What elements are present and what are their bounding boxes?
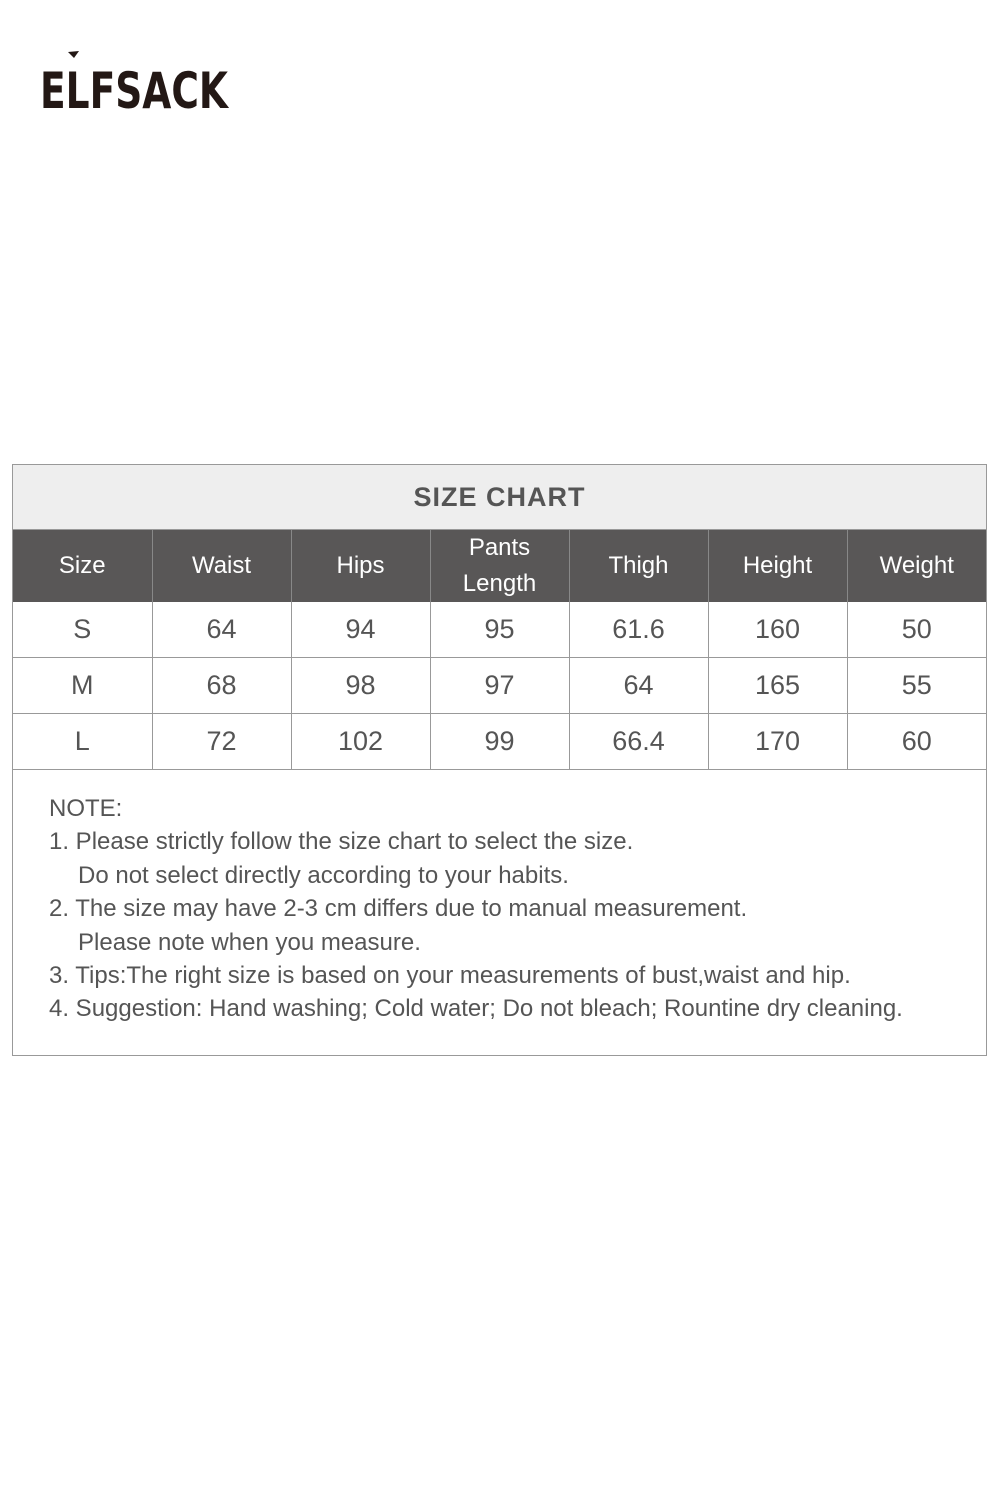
column-header: Size bbox=[13, 530, 153, 602]
table-cell: 98 bbox=[291, 657, 431, 714]
svg-text:ELFSACK: ELFSACK bbox=[40, 62, 230, 114]
table-cell: 160 bbox=[708, 602, 848, 658]
table-row: L 72 102 99 66.4 170 60 bbox=[13, 713, 986, 770]
table-row: M 68 98 97 64 165 55 bbox=[13, 657, 986, 714]
table-cell: 95 bbox=[430, 602, 570, 658]
note-line: 1. Please strictly follow the size chart… bbox=[49, 828, 634, 856]
note-line: Do not select directly according to your… bbox=[78, 861, 569, 889]
table-cell: 50 bbox=[847, 602, 986, 658]
table-cell: 99 bbox=[430, 713, 570, 770]
table-cell: 61.6 bbox=[569, 602, 709, 658]
table-cell: S bbox=[13, 602, 153, 658]
table-row: S 64 94 95 61.6 160 50 bbox=[13, 602, 986, 658]
notes: NOTE: 1. Please strictly follow the size… bbox=[13, 770, 986, 1026]
size-chart: SIZE CHART Size Waist Hips Pants Length Thig… bbox=[12, 464, 987, 1056]
table-cell: 55 bbox=[847, 657, 986, 714]
note-line: 3. Tips:The right size is based on your … bbox=[49, 962, 851, 990]
table-cell: 72 bbox=[152, 713, 292, 770]
table-cell: M bbox=[13, 657, 153, 714]
size-chart-title: SIZE CHART bbox=[13, 465, 986, 530]
table-cell: 68 bbox=[152, 657, 292, 714]
column-header: Height bbox=[708, 530, 848, 602]
table-cell: 64 bbox=[569, 657, 709, 714]
column-header: Waist bbox=[152, 530, 292, 602]
notes-heading: NOTE: bbox=[49, 795, 123, 822]
table-cell: L bbox=[13, 713, 153, 770]
column-header: Pants Length bbox=[430, 530, 570, 602]
table-cell: 97 bbox=[430, 657, 570, 714]
note-line: Please note when you measure. bbox=[78, 928, 421, 956]
table-cell: 94 bbox=[291, 602, 431, 658]
note-line: 4. Suggestion: Hand washing; Cold water;… bbox=[49, 995, 903, 1023]
column-header: Weight bbox=[847, 530, 986, 602]
table-cell: 170 bbox=[708, 713, 848, 770]
table-cell: 165 bbox=[708, 657, 848, 714]
elfsack-logo: ELFSACK bbox=[40, 51, 230, 114]
size-table: Size Waist Hips Pants Length Thigh Height Weig… bbox=[13, 530, 986, 770]
table-cell: 60 bbox=[847, 713, 986, 770]
column-header: Hips bbox=[291, 530, 431, 602]
table-header-row: Size Waist Hips Pants Length Thigh Height Weig… bbox=[13, 530, 986, 602]
table-cell: 64 bbox=[152, 602, 292, 658]
column-header: Thigh bbox=[569, 530, 709, 602]
table-cell: 102 bbox=[291, 713, 431, 770]
table-cell: 66.4 bbox=[569, 713, 709, 770]
note-line: 2. The size may have 2-3 cm differs due … bbox=[49, 895, 748, 923]
